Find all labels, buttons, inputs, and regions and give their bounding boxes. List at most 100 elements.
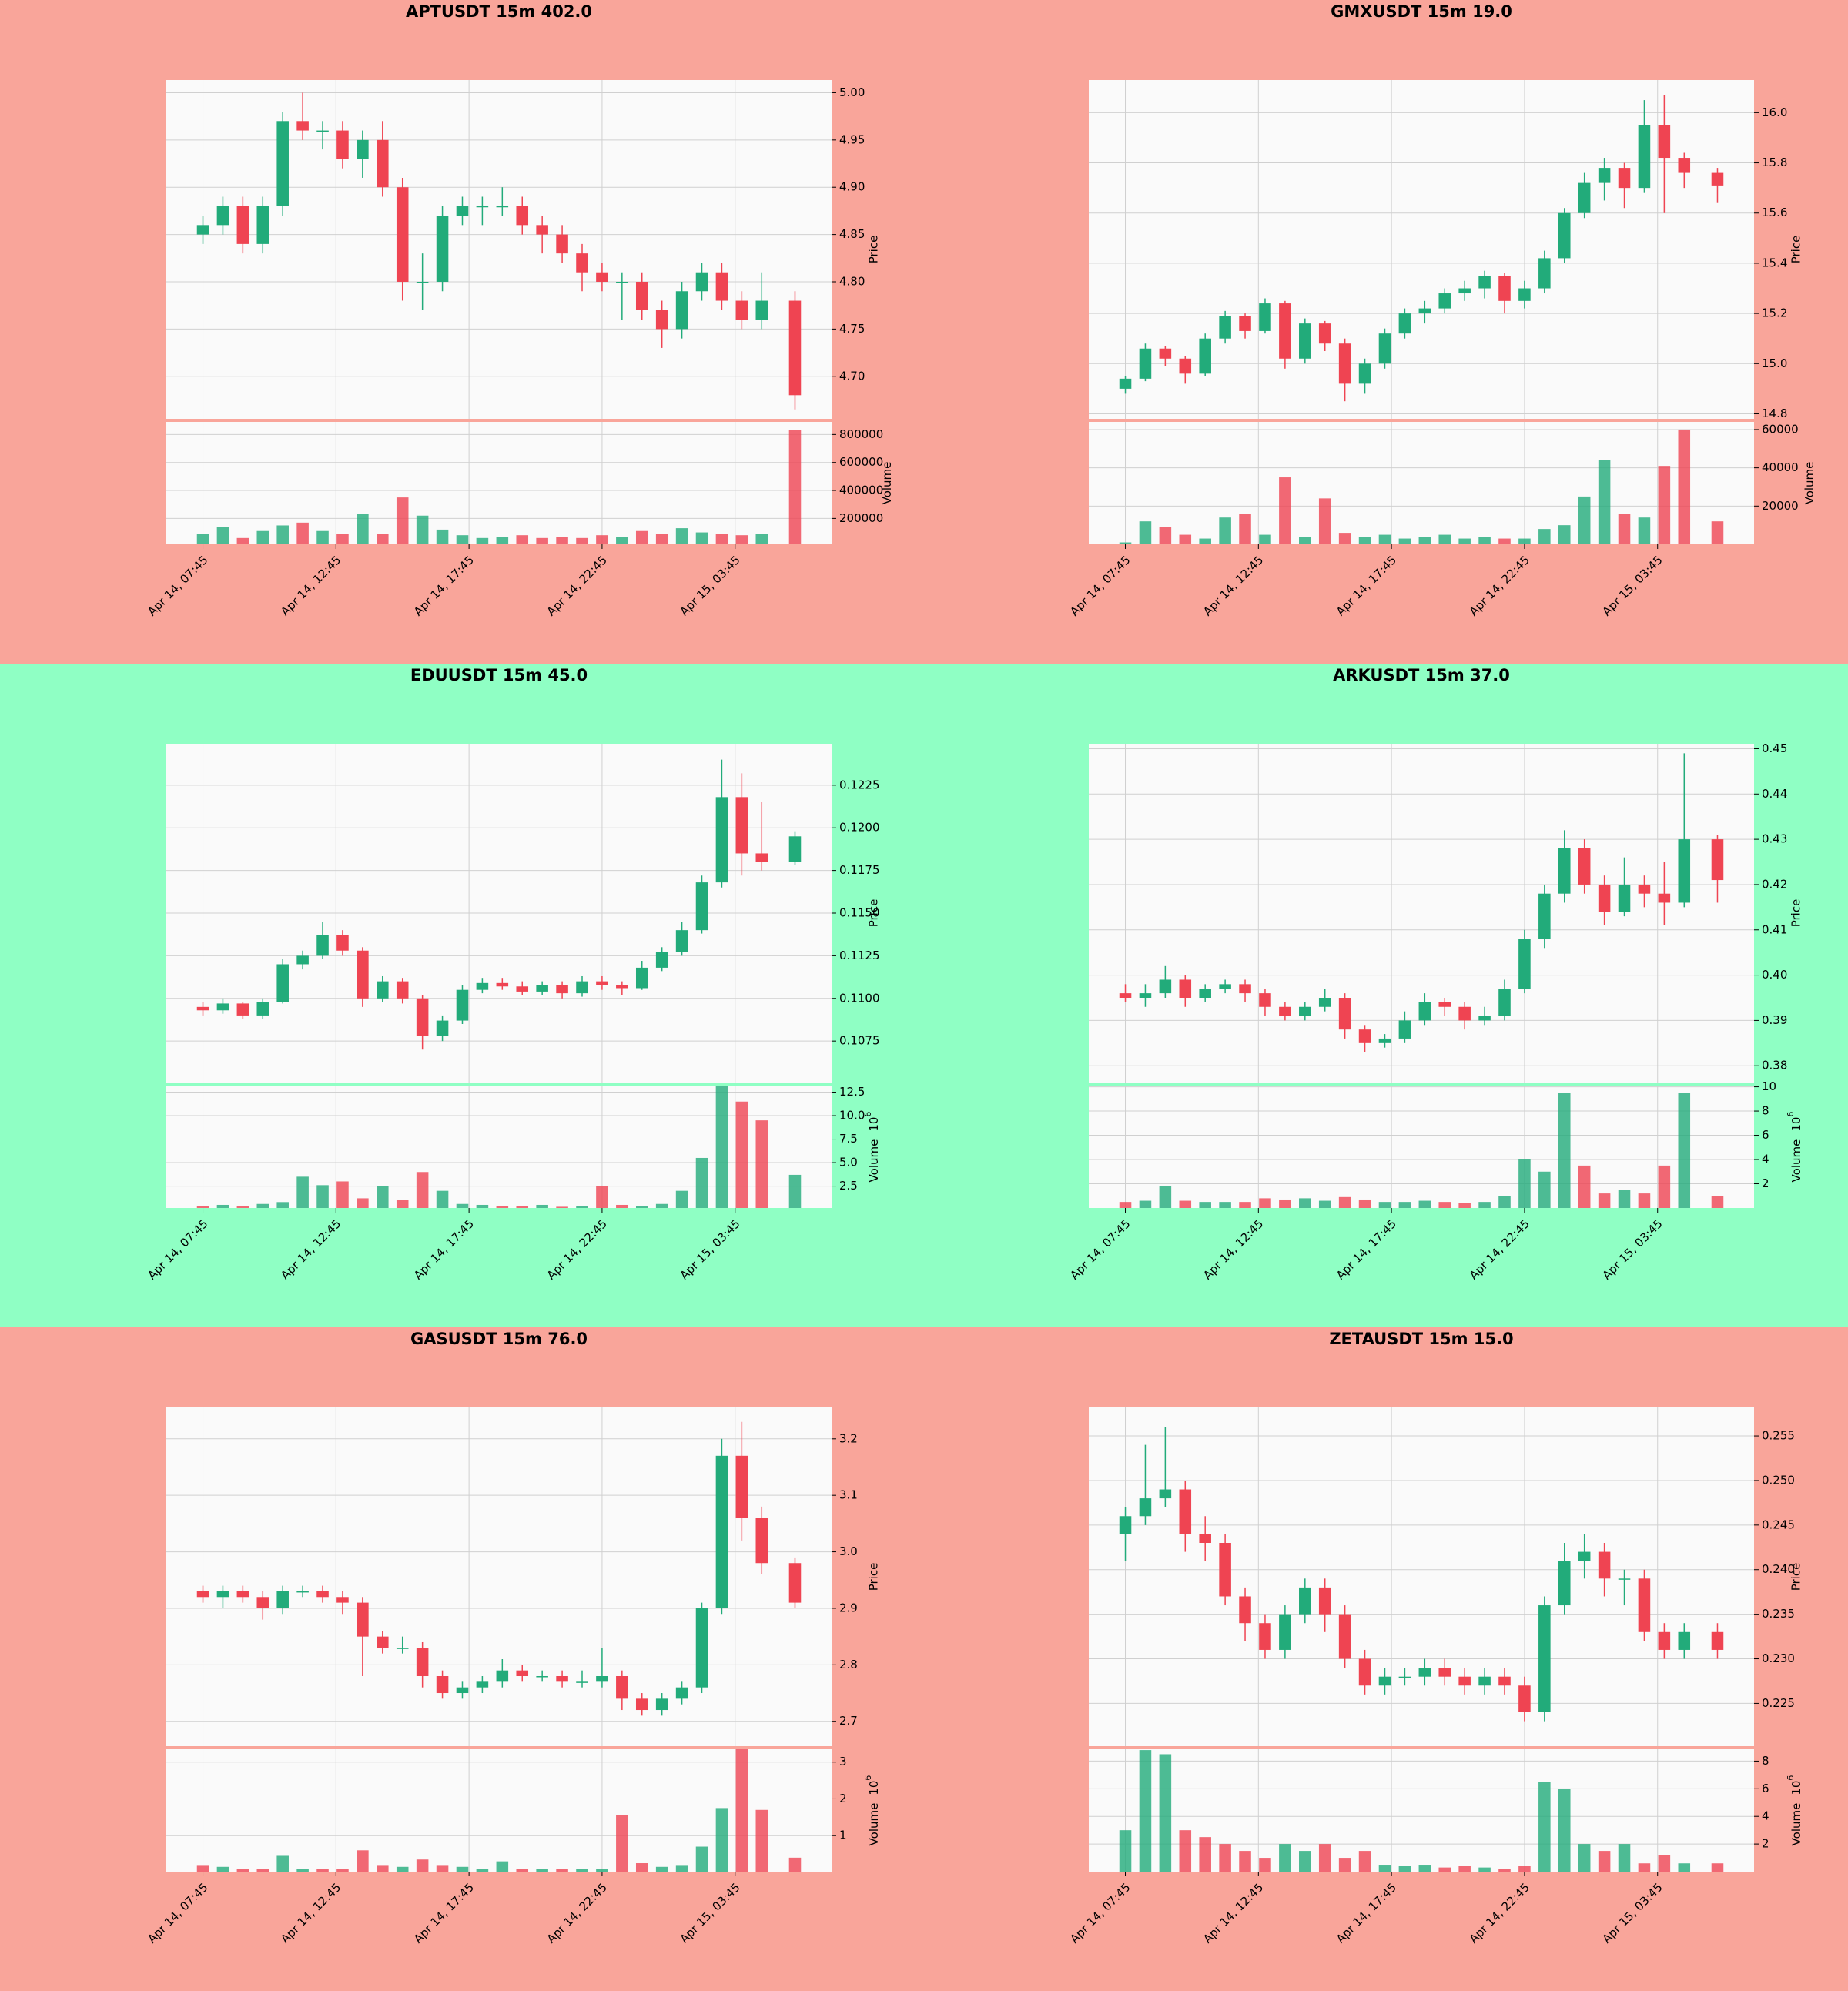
volume-tick-label: 4	[1762, 1809, 1769, 1823]
candle-body	[357, 950, 369, 999]
volume-bar	[1678, 429, 1691, 544]
candle-body	[1378, 1038, 1391, 1043]
candle-body	[1338, 998, 1351, 1030]
volume-bar	[416, 515, 429, 544]
volume-bar	[1578, 1844, 1591, 1872]
candle-body	[316, 935, 329, 956]
candle-body	[377, 1636, 389, 1648]
volume-bar	[576, 1206, 588, 1208]
y-tick-label: 4.90	[839, 180, 865, 194]
volume-exponent: 6	[863, 1112, 873, 1117]
candle-body	[296, 955, 309, 965]
y-tick-label: 0.44	[1762, 787, 1787, 801]
volume-bar	[635, 530, 648, 544]
candle-body	[616, 1676, 628, 1699]
y-tick-label: 4.75	[839, 322, 865, 336]
volume-plot-area	[166, 1749, 832, 1872]
volume-bar	[1378, 1202, 1391, 1208]
candle-body	[516, 986, 529, 992]
volume-scale: 10	[867, 1781, 881, 1795]
volume-bar	[1318, 1200, 1331, 1208]
volume-tick-label: 20000	[1762, 499, 1799, 513]
y-tick-label: 3.0	[839, 1544, 858, 1558]
volume-bar	[1398, 1202, 1411, 1208]
candle-body	[556, 985, 568, 994]
volume-bar	[1398, 1866, 1411, 1872]
volume-bar	[1638, 1863, 1651, 1872]
candle-body	[1618, 1578, 1631, 1580]
volume-bar	[715, 1086, 728, 1208]
candle-body	[476, 982, 489, 990]
volume-bar	[1398, 538, 1411, 544]
volume-bar	[1418, 1200, 1431, 1208]
volume-bar	[1658, 1165, 1671, 1208]
price-plot-area	[1089, 744, 1754, 1083]
volume-bar	[1119, 542, 1132, 544]
candle-body	[655, 1698, 668, 1711]
candle-body	[496, 206, 509, 208]
volume-bar	[1598, 1193, 1611, 1208]
candle-body	[1558, 848, 1571, 894]
candle-body	[1179, 979, 1192, 998]
candle-body	[236, 1591, 249, 1598]
volume-tick-label: 10.0	[839, 1109, 865, 1123]
y-tick-label: 0.255	[1762, 1429, 1795, 1443]
volume-bar	[256, 1869, 270, 1872]
chart-title: APTUSDT 15m 402.0	[406, 2, 592, 21]
candle-body	[1398, 1020, 1411, 1039]
volume-tick-label: 10	[1762, 1079, 1776, 1093]
candle-body	[1638, 1578, 1651, 1632]
candle-body	[1318, 323, 1331, 344]
volume-label-text: Volume	[1789, 1139, 1803, 1183]
candle-body	[357, 1602, 369, 1637]
candle-body	[1318, 998, 1331, 1007]
volume-bar	[1239, 514, 1251, 544]
candle-body	[556, 1676, 568, 1682]
candle-body	[377, 139, 389, 188]
volume-bar	[357, 1850, 369, 1872]
volume-bar	[1458, 1866, 1471, 1872]
volume-bar	[196, 534, 209, 544]
volume-bar	[196, 1865, 209, 1872]
volume-bar	[276, 1855, 289, 1872]
volume-bar	[556, 1869, 568, 1872]
volume-bar	[1638, 517, 1651, 544]
volume-bar	[675, 1865, 688, 1872]
candle-body	[635, 1698, 648, 1711]
candle-body	[1478, 1016, 1491, 1021]
volume-bar	[735, 1749, 748, 1872]
candle-body	[196, 225, 209, 235]
candle-body	[788, 300, 802, 396]
candle-body	[1338, 343, 1351, 384]
volume-bar	[1458, 1203, 1471, 1208]
volume-bar	[476, 1869, 489, 1872]
candle-body	[1378, 333, 1391, 364]
volume-exponent: 6	[863, 1775, 873, 1781]
y-tick-label: 2.9	[839, 1601, 858, 1615]
y-tick-label: 0.45	[1762, 741, 1787, 755]
volume-bar	[1711, 1863, 1724, 1872]
candle-body	[1199, 338, 1211, 374]
y-tick-label: 14.8	[1762, 407, 1787, 420]
volume-bar	[1259, 534, 1271, 544]
y-tick-label: 0.225	[1762, 1696, 1795, 1710]
volume-tick-label: 6	[1762, 1782, 1769, 1795]
candle-body	[456, 206, 469, 216]
volume-bar	[1219, 517, 1231, 544]
candle-body	[1618, 884, 1631, 912]
y-tick-label: 2.7	[839, 1714, 858, 1728]
candle-body	[1638, 884, 1651, 894]
price-axis-label: Price	[1789, 1563, 1803, 1591]
candle-body	[1538, 893, 1551, 939]
candle-body	[675, 930, 688, 952]
candle-body	[476, 1681, 489, 1688]
y-tick-label: 0.1225	[839, 778, 880, 791]
volume-bar	[1558, 1789, 1571, 1872]
candle-body	[196, 1006, 209, 1011]
candle-body	[616, 281, 628, 283]
candle-body	[655, 952, 668, 968]
candle-body	[1159, 348, 1172, 359]
volume-bar	[296, 522, 309, 544]
volume-plot-area	[1089, 1086, 1754, 1208]
